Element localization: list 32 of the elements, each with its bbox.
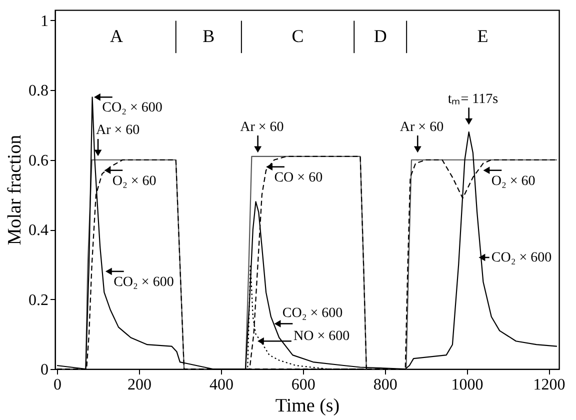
- x-tick-label: 200: [128, 376, 152, 394]
- annotation: CO₂ × 600: [282, 306, 343, 322]
- x-tick-label: 800: [373, 376, 398, 394]
- x-tick-label: 1000: [451, 376, 484, 394]
- annotation: CO₂ × 600: [102, 100, 162, 116]
- x-tick-label: 1200: [533, 376, 566, 394]
- y-tick-label: 0.2: [28, 292, 48, 309]
- y-tick-label: 0.4: [28, 222, 48, 240]
- x-tick-label: 400: [209, 376, 234, 394]
- annotation: D: [374, 26, 387, 46]
- annotation: A: [110, 26, 123, 46]
- y-tick-label: 0: [40, 362, 48, 378]
- x-axis-title: Time (s): [275, 396, 340, 416]
- annotation: O₂ × 60: [491, 174, 536, 189]
- annotation: tₘ= 117s: [448, 92, 498, 107]
- y-tick-label: 0.8: [28, 82, 48, 100]
- y-axis-title: Molar fraction: [4, 134, 26, 246]
- annotation: B: [202, 26, 215, 46]
- y-tick-label: 0.6: [28, 152, 48, 170]
- annotation: Ar × 60: [400, 120, 444, 135]
- x-tick-label: 600: [291, 376, 316, 394]
- annotation: C: [292, 26, 304, 46]
- x-tick-label: 0: [54, 376, 62, 394]
- annotation: E: [477, 26, 488, 46]
- annotation: O₂ × 60: [112, 174, 156, 189]
- annotation: CO × 60: [274, 170, 323, 186]
- annotation: CO₂ × 600: [114, 274, 174, 290]
- annotation: Ar × 60: [96, 123, 140, 138]
- annotation: Ar × 60: [240, 120, 284, 135]
- annotation: NO × 600: [293, 328, 350, 344]
- y-tick-label: 1: [40, 12, 48, 30]
- annotation: CO₂ × 600: [491, 250, 552, 266]
